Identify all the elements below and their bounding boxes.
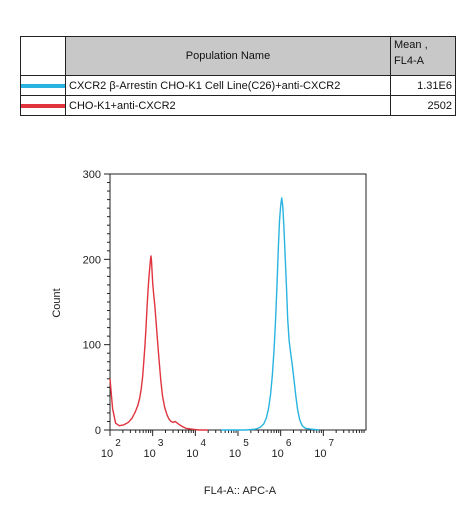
y-axis-label: Count xyxy=(51,288,63,317)
legend-swatch-red xyxy=(21,103,65,108)
legend-table: Population Name Mean , FL4-A CXCR2 β-Arr… xyxy=(20,36,456,116)
x-tick-label-exponent: 7 xyxy=(329,438,335,449)
legend-row-mean: 1.31E6 xyxy=(390,75,456,96)
legend-header-mean-line2: FL4-A xyxy=(394,55,424,67)
red-histogram-series xyxy=(109,255,209,431)
legend-row: CHO-K1+anti-CXCR2 2502 xyxy=(20,95,456,116)
plot-frame xyxy=(109,173,367,431)
x-tick-label-exponent: 4 xyxy=(201,438,207,449)
legend-header-swatch-cell xyxy=(20,36,66,76)
x-tick-label-exponent: 2 xyxy=(115,438,121,449)
blue-histogram-series xyxy=(221,197,320,431)
x-tick-label-base: 10 xyxy=(272,448,284,460)
x-tick-label-base: 10 xyxy=(101,448,113,460)
x-tick-label-exponent: 6 xyxy=(286,438,292,449)
y-tick-label: 300 xyxy=(83,169,101,181)
legend-swatch-cell xyxy=(20,75,66,96)
y-tick-label: 200 xyxy=(83,254,101,266)
x-tick-label-base: 10 xyxy=(229,448,241,460)
y-tick-label: 0 xyxy=(95,425,101,437)
y-tick-label: 100 xyxy=(83,340,101,352)
legend-row-name: CXCR2 β-Arrestin CHO-K1 Cell Line(C26)+a… xyxy=(65,75,391,96)
legend-swatch-cell xyxy=(20,95,66,116)
legend-swatch-blue xyxy=(21,83,65,88)
legend-row: CXCR2 β-Arrestin CHO-K1 Cell Line(C26)+a… xyxy=(20,75,456,96)
legend-header-mean-line1: Mean , xyxy=(394,39,428,51)
x-tick-label-exponent: 3 xyxy=(158,438,164,449)
x-tick-label-base: 10 xyxy=(144,448,156,460)
x-axis-label: FL4-A:: APC-A xyxy=(204,485,277,497)
x-tick-label-base: 10 xyxy=(314,448,326,460)
legend-row-mean: 2502 xyxy=(390,95,456,116)
x-tick-label-exponent: 5 xyxy=(243,438,249,449)
x-tick-label-base: 10 xyxy=(186,448,198,460)
legend-header-mean: Mean , FL4-A xyxy=(390,36,456,76)
